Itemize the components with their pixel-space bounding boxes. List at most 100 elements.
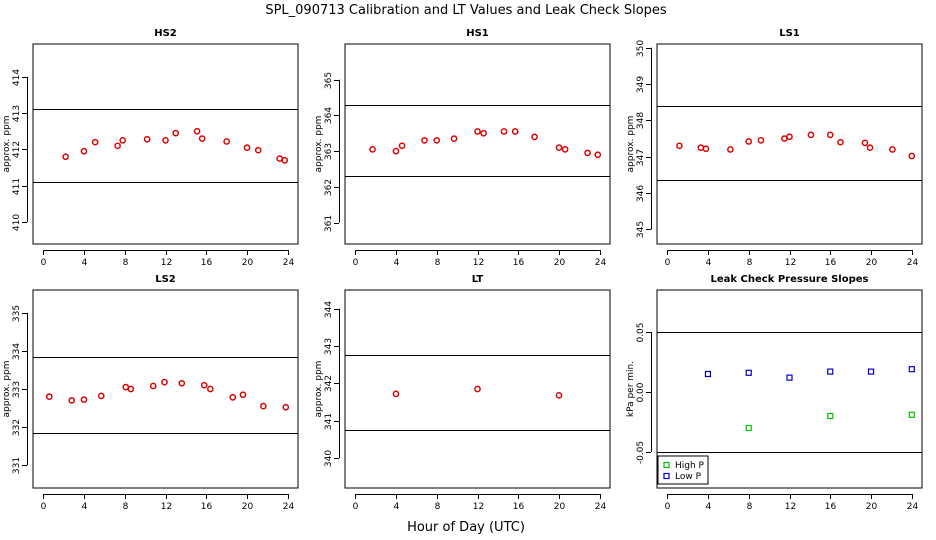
data-point (474, 128, 481, 135)
data-point (584, 149, 591, 157)
data-point (178, 379, 186, 387)
y-tick-label: 363 (324, 143, 334, 160)
x-tick-label: 8 (123, 502, 129, 512)
data-point (827, 368, 834, 375)
x-tick-label: 4 (706, 258, 712, 268)
y-tick-label: 412 (12, 141, 22, 158)
panel-title: HS2 (154, 28, 177, 39)
panel-title: LS1 (779, 28, 800, 39)
data-point (127, 385, 135, 393)
data-point (697, 144, 705, 151)
data-point (474, 385, 481, 393)
plot-frame (656, 289, 923, 489)
x-tick-label: 20 (554, 258, 566, 268)
data-point (398, 142, 406, 150)
data-point (143, 135, 151, 143)
data-point (206, 385, 214, 393)
data-point (259, 402, 267, 410)
data-point (68, 397, 76, 404)
data-point (531, 133, 538, 141)
x-tick-label: 24 (283, 258, 295, 268)
data-point (908, 411, 915, 418)
x-tick-label: 8 (747, 258, 753, 268)
y-tick-label: 0.00 (636, 382, 646, 402)
y-tick-label: 332 (12, 419, 22, 436)
legend-label: Low P (675, 472, 702, 482)
x-tick-label: 0 (665, 502, 671, 512)
x-tick-label: 4 (82, 502, 88, 512)
x-tick-label: 24 (595, 258, 607, 268)
x-tick-label: 8 (123, 258, 129, 268)
x-tick-label: 0 (41, 502, 47, 512)
data-point (807, 131, 815, 139)
y-tick-label: 341 (324, 413, 334, 430)
data-point (827, 412, 834, 420)
y-tick-label: 331 (12, 457, 22, 474)
data-point (702, 145, 710, 153)
x-tick-label: 16 (201, 258, 213, 268)
data-point (861, 139, 869, 147)
data-point (200, 381, 208, 389)
panel-leak-check: Leak Check Pressure Slopes 0 4 8 12 16 20 24 -0.… (626, 274, 923, 512)
y-tick-label: -0.05 (636, 441, 646, 464)
x-tick-label: 0 (665, 258, 671, 268)
x-tick-label: 16 (825, 502, 837, 512)
panel-ls1: LS1 0 4 8 12 16 20 24 345 346 347 348 349 350 approx. … (626, 28, 923, 268)
data-point (80, 396, 88, 404)
data-point (281, 157, 289, 164)
data-point (745, 369, 752, 376)
x-tick-label: 8 (435, 502, 441, 512)
x-tick-label: 20 (554, 502, 566, 512)
data-point (676, 142, 683, 150)
x-tick-label: 24 (907, 258, 919, 268)
x-tick-label: 24 (283, 502, 295, 512)
panel-title: LT (472, 274, 484, 285)
data-point (745, 424, 752, 432)
legend-marker (663, 461, 670, 469)
data-point (421, 137, 428, 144)
x-tick-label: 20 (866, 258, 878, 268)
y-tick-label: 414 (12, 69, 22, 86)
y-tick-label: 361 (324, 215, 334, 232)
data-point (223, 138, 231, 145)
data-point (239, 391, 247, 399)
data-point (392, 390, 400, 398)
data-point (450, 135, 458, 142)
y-axis-label: kPa per min. (626, 361, 636, 417)
y-axis-label: approx. ppm (2, 116, 12, 173)
x-tick-label: 12 (473, 502, 484, 512)
data-point (826, 131, 834, 139)
y-tick-label: 364 (324, 107, 334, 124)
data-point (80, 147, 88, 155)
data-point (500, 128, 508, 135)
y-tick-label: 346 (636, 185, 646, 202)
y-tick-label: 347 (636, 149, 646, 166)
y-tick-label: 413 (12, 105, 22, 122)
y-tick-label: 340 (324, 450, 334, 467)
data-point (193, 127, 201, 135)
data-point (149, 382, 157, 390)
plot-frame (344, 43, 611, 245)
data-point (594, 151, 602, 159)
data-point (889, 146, 896, 153)
y-tick-label: 335 (12, 305, 22, 322)
data-point (254, 146, 262, 154)
panel-hs2: HS2 0 4 8 12 16 20 24 410 411 412 413 414 approx. ppm (2, 28, 299, 268)
plot-frame (344, 289, 611, 489)
y-tick-label: 0.05 (636, 322, 646, 342)
x-tick-label: 24 (907, 502, 919, 512)
x-tick-label: 12 (785, 258, 796, 268)
x-tick-label: 12 (161, 502, 172, 512)
plot-frame (32, 289, 299, 489)
panel-title: LS2 (155, 274, 176, 285)
y-tick-label: 348 (636, 112, 646, 129)
data-point (867, 368, 875, 375)
x-tick-label: 12 (785, 502, 796, 512)
data-point (837, 138, 844, 146)
y-tick-label: 343 (324, 338, 334, 355)
x-tick-label: 20 (242, 258, 254, 268)
legend-box (657, 455, 709, 485)
data-point (91, 138, 99, 146)
data-point (908, 152, 916, 160)
